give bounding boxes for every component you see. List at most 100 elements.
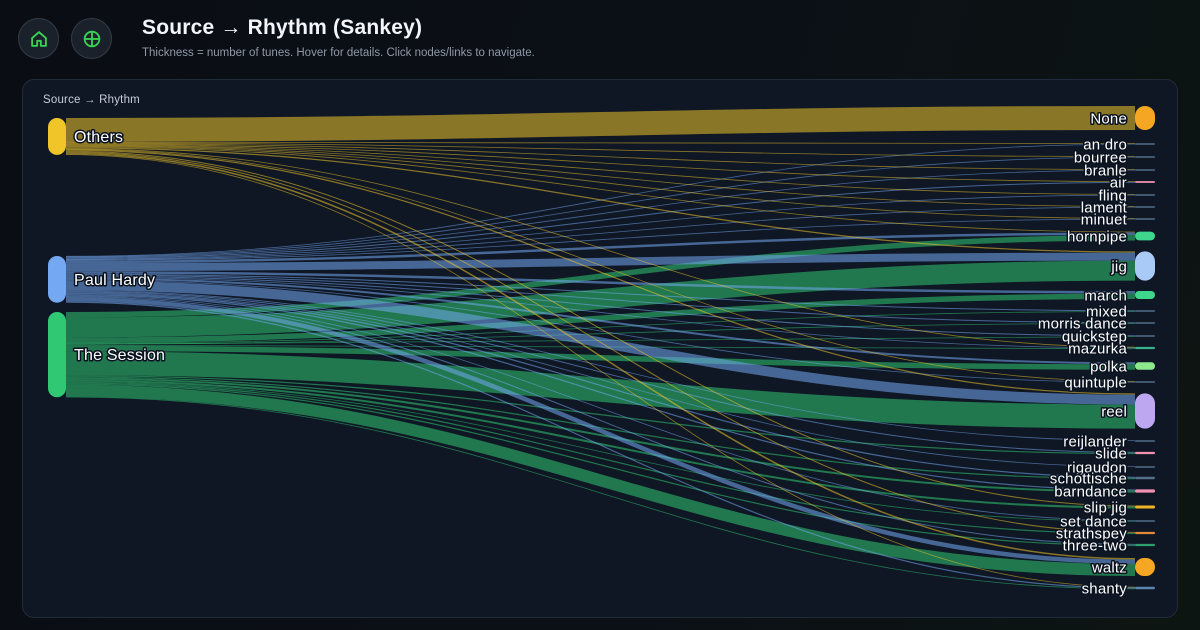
sankey-node-march[interactable]: march bbox=[1083, 286, 1155, 306]
sankey-link-paul-hardy-shanty[interactable] bbox=[65, 301, 1136, 589]
sankey-node-strathspey[interactable]: strathspey bbox=[1054, 524, 1155, 544]
sankey-node-barndance[interactable]: barndance bbox=[1053, 482, 1155, 502]
sankey-link-paul-hardy-fling[interactable] bbox=[65, 194, 1136, 260]
node-label-rigaudon: rigaudon bbox=[1067, 460, 1127, 477]
sankey-node-others[interactable]: Others bbox=[48, 118, 125, 155]
chart-title: Source → Rhythm bbox=[43, 94, 140, 106]
sankey-link-paul-hardy-morris-dance[interactable] bbox=[65, 274, 1136, 324]
sankey-link-paul-hardy-slide[interactable] bbox=[65, 291, 1136, 453]
sankey-node-fling[interactable]: fling bbox=[1097, 186, 1155, 206]
sankey-link-paul-hardy-bourree[interactable] bbox=[65, 156, 1136, 258]
sankey-node-rigaudon[interactable]: rigaudon bbox=[1066, 458, 1155, 478]
sankey-node-hornpipe[interactable]: hornpipe bbox=[1066, 227, 1155, 247]
node-label-air: air bbox=[1110, 175, 1127, 192]
sankey-link-paul-hardy-three-two[interactable] bbox=[65, 296, 1136, 545]
sankey-link-others-hornpipe[interactable] bbox=[65, 146, 1136, 233]
sankey-node-quintuple[interactable]: quintuple bbox=[1063, 373, 1155, 393]
sankey-node-reel[interactable]: reel bbox=[1100, 393, 1155, 429]
sankey-node-shanty[interactable]: shanty bbox=[1080, 579, 1155, 599]
sankey-link-the-session-mixed[interactable] bbox=[65, 311, 1136, 344]
sankey-link-the-session-three-two[interactable] bbox=[65, 383, 1136, 547]
home-button[interactable] bbox=[18, 18, 59, 59]
sankey-node-polka[interactable]: polka bbox=[1089, 357, 1155, 377]
sankey-link-others-quintuple[interactable] bbox=[65, 148, 1136, 382]
sankey-link-paul-hardy-quickstep[interactable] bbox=[65, 275, 1136, 337]
sankey-node-the-session[interactable]: The Session bbox=[48, 312, 166, 398]
sankey-link-the-session-slide[interactable] bbox=[65, 375, 1136, 455]
sankey-link-paul-hardy-march[interactable] bbox=[65, 271, 1136, 294]
sankey-node-minuet[interactable]: minuet bbox=[1079, 210, 1155, 230]
sankey-node-an-dro[interactable]: an dro bbox=[1082, 135, 1155, 155]
sankey-link-the-session-march[interactable] bbox=[65, 293, 1136, 344]
sankey-link-the-session-morris-dance[interactable] bbox=[65, 323, 1136, 345]
sankey-link-others-shanty[interactable] bbox=[65, 154, 1136, 588]
sankey-node-branle[interactable]: branle bbox=[1083, 161, 1155, 181]
node-label-march: march bbox=[1084, 288, 1127, 305]
sankey-link-paul-hardy-mazurka[interactable] bbox=[65, 276, 1136, 349]
sankey-link-the-session-slip-jig[interactable] bbox=[65, 379, 1136, 509]
sankey-link-others-slip-jig[interactable] bbox=[65, 150, 1136, 507]
sankey-link-paul-hardy-jig[interactable] bbox=[65, 252, 1136, 272]
sankey-node-quickstep[interactable]: quickstep bbox=[1060, 327, 1155, 347]
sankey-node-schottische[interactable]: schottische bbox=[1048, 469, 1155, 489]
sankey-link-others-strathspey[interactable] bbox=[65, 151, 1136, 533]
node-label-others: Others bbox=[74, 129, 123, 146]
sankey-link-the-session-waltz[interactable] bbox=[65, 384, 1136, 576]
sankey-link-others-jig[interactable] bbox=[65, 147, 1136, 253]
sankey-link-others-minuet[interactable] bbox=[65, 145, 1136, 219]
sankey-link-the-session-polka[interactable] bbox=[65, 345, 1136, 370]
sankey-link-paul-hardy-set-dance[interactable] bbox=[65, 295, 1136, 521]
sankey-link-paul-hardy-branle[interactable] bbox=[65, 169, 1136, 258]
sankey-link-paul-hardy-waltz[interactable] bbox=[65, 297, 1136, 565]
sankey-link-others-mazurka[interactable] bbox=[65, 148, 1136, 348]
sankey-link-paul-hardy-rigaudon[interactable] bbox=[65, 292, 1136, 467]
sankey-link-paul-hardy-quintuple[interactable] bbox=[65, 279, 1136, 383]
sankey-link-others-waltz[interactable] bbox=[65, 152, 1136, 560]
sankey-link-paul-hardy-reijlander[interactable] bbox=[65, 290, 1136, 441]
sankey-node-bourree[interactable]: bourree bbox=[1072, 148, 1155, 168]
sankey-link-paul-hardy-minuet[interactable] bbox=[65, 218, 1136, 261]
sankey-link-the-session-schottische[interactable] bbox=[65, 376, 1136, 480]
sankey-link-others-an-dro[interactable] bbox=[65, 141, 1136, 144]
node-label-bourree: bourree bbox=[1074, 150, 1127, 167]
node-label-slide: slide bbox=[1095, 446, 1127, 463]
sankey-link-others-fling[interactable] bbox=[65, 144, 1136, 195]
sankey-node-none[interactable]: None bbox=[1089, 106, 1155, 130]
sankey-link-others-air[interactable] bbox=[65, 143, 1136, 182]
sankey-node-slip-jig[interactable]: slip jig bbox=[1082, 498, 1155, 518]
sankey-node-set-dance[interactable]: set dance bbox=[1059, 512, 1155, 532]
sankey-link-others-none[interactable] bbox=[65, 106, 1136, 142]
sankey-link-the-session-set-dance[interactable] bbox=[65, 381, 1136, 522]
node-label-mazurka: mazurka bbox=[1068, 341, 1127, 358]
sankey-link-the-session-shanty[interactable] bbox=[65, 396, 1136, 590]
title-block: Source → Rhythm (Sankey) Thickness = num… bbox=[142, 14, 535, 59]
sankey-node-jig[interactable]: jig bbox=[1109, 251, 1155, 281]
globe-button[interactable] bbox=[71, 18, 112, 59]
node-label-lament: lament bbox=[1081, 200, 1128, 217]
sankey-node-three-two[interactable]: three-two bbox=[1061, 536, 1155, 556]
sankey-link-others-bourree[interactable] bbox=[65, 142, 1136, 157]
sankey-node-waltz[interactable]: waltz bbox=[1089, 558, 1155, 578]
sankey-link-the-session-reel[interactable] bbox=[65, 351, 1136, 429]
sankey-node-mazurka[interactable]: mazurka bbox=[1067, 339, 1155, 359]
sankey-node-paul-hardy[interactable]: Paul Hardy bbox=[48, 256, 156, 303]
sankey-node-mixed[interactable]: mixed bbox=[1084, 302, 1155, 322]
sankey-link-others-reel[interactable] bbox=[65, 149, 1136, 395]
sankey-link-others-branle[interactable] bbox=[65, 143, 1136, 170]
node-label-polka: polka bbox=[1090, 359, 1127, 376]
sankey-link-others-lament[interactable] bbox=[65, 145, 1136, 207]
sankey-node-lament[interactable]: lament bbox=[1079, 198, 1155, 218]
sankey-node-reijlander[interactable]: reijlander bbox=[1062, 432, 1155, 452]
sankey-link-paul-hardy-lament[interactable] bbox=[65, 206, 1136, 261]
sankey-node-morris-dance[interactable]: morris dance bbox=[1036, 314, 1155, 334]
node-label-none: None bbox=[1090, 111, 1127, 128]
sankey-link-paul-hardy-mixed[interactable] bbox=[65, 273, 1136, 312]
sankey-link-the-session-strathspey[interactable] bbox=[65, 382, 1136, 535]
sankey-link-paul-hardy-air[interactable] bbox=[65, 181, 1136, 259]
sankey-node-air[interactable]: air bbox=[1108, 173, 1155, 193]
sankey-link-the-session-hornpipe[interactable] bbox=[65, 234, 1136, 318]
sankey-link-paul-hardy-schottische[interactable] bbox=[65, 292, 1136, 478]
sankey-node-slide[interactable]: slide bbox=[1094, 444, 1155, 464]
sankey-link-paul-hardy-barndance[interactable] bbox=[65, 294, 1136, 491]
sankey-link-paul-hardy-polka[interactable] bbox=[65, 277, 1136, 365]
